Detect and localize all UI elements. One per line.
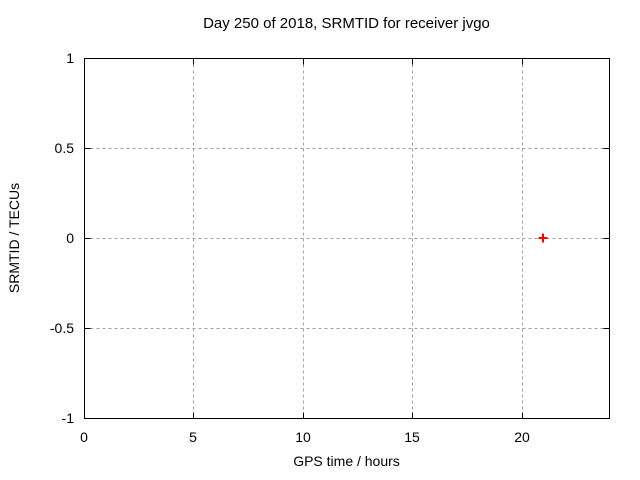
y-tick-label: -0.5 — [49, 320, 74, 336]
x-tick-label: 5 — [189, 429, 197, 445]
x-tick-label: 15 — [404, 429, 420, 445]
y-tick-label: 0.5 — [54, 140, 74, 156]
chart-title: Day 250 of 2018, SRMTID for receiver jvg… — [203, 15, 490, 32]
x-axis-label: GPS time / hours — [293, 453, 400, 469]
y-tick-label: -1 — [61, 410, 74, 426]
y-axis-label: SRMTID / TECUs — [6, 182, 22, 294]
x-tick-label: 20 — [514, 429, 530, 445]
y-tick-label: 0 — [66, 230, 74, 246]
x-tick-label: 10 — [295, 429, 311, 445]
x-tick-label: 0 — [80, 429, 88, 445]
plot-area — [84, 58, 610, 419]
y-tick-label: 1 — [66, 50, 74, 66]
plot-border — [84, 58, 610, 419]
